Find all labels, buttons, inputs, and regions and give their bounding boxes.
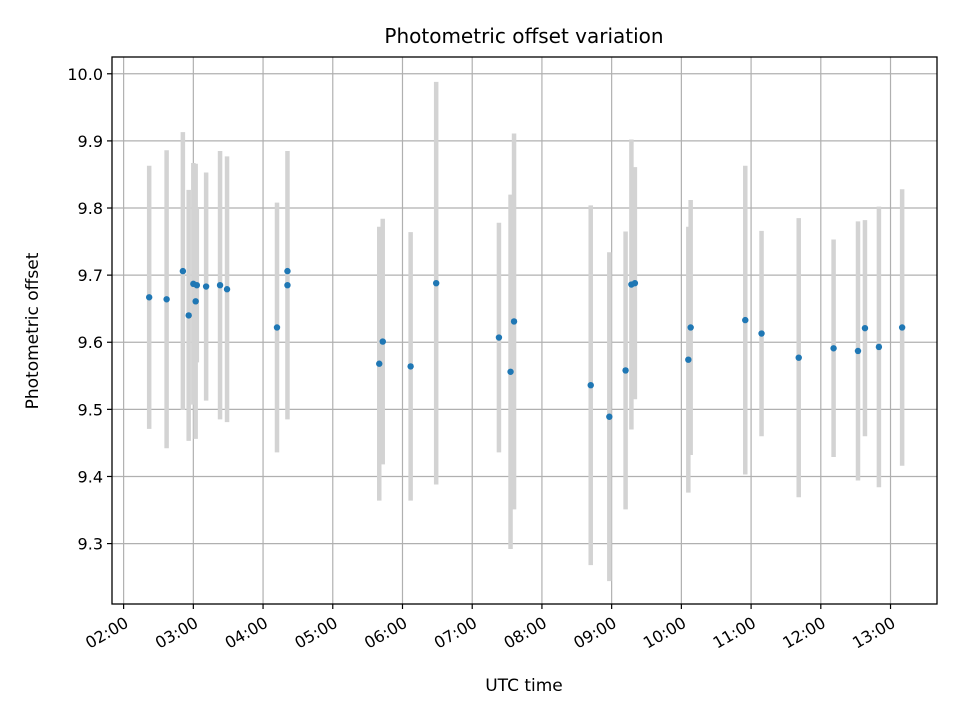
y-tick-label: 9.6: [78, 333, 103, 352]
data-point: [898, 324, 906, 331]
data-point: [606, 413, 613, 420]
data-points: [145, 267, 906, 420]
y-tick-label: 9.5: [78, 400, 103, 419]
data-point: [507, 368, 514, 375]
data-point: [587, 382, 594, 389]
data-point: [273, 324, 281, 331]
plot-frame: [111, 56, 938, 605]
data-point: [145, 294, 153, 301]
data-point: [875, 343, 883, 351]
data-point: [795, 354, 802, 361]
data-point: [631, 279, 639, 287]
data-point: [163, 296, 170, 303]
data-point: [687, 324, 694, 331]
data-point: [622, 367, 629, 374]
data-point: [495, 334, 503, 341]
data-point: [830, 345, 837, 352]
data-point: [376, 360, 383, 367]
data-point: [284, 281, 291, 289]
gridlines: [112, 57, 937, 604]
data-point: [742, 316, 749, 324]
x-axis-label: UTC time: [485, 676, 563, 696]
y-axis-ticks: 9.3 9.4 9.5 9.6 9.7 9.8 9.9 10.0: [67, 65, 112, 554]
data-point: [510, 318, 518, 325]
data-point: [185, 312, 192, 319]
data-point: [758, 330, 765, 337]
data-point: [193, 281, 201, 289]
data-point: [854, 347, 862, 355]
data-point: [179, 267, 187, 275]
y-axis-label: Photometric offset: [23, 252, 43, 409]
y-tick-label: 9.8: [78, 199, 103, 218]
y-tick-label: 10.0: [67, 65, 103, 84]
data-point: [379, 338, 386, 345]
data-point: [685, 356, 692, 363]
y-tick-label: 9.9: [78, 132, 103, 151]
data-point: [432, 279, 440, 287]
data-point: [216, 281, 224, 289]
y-tick-label: 9.4: [78, 467, 103, 486]
data-point: [192, 298, 199, 305]
y-tick-label: 9.7: [78, 266, 103, 285]
chart-title: Photometric offset variation: [384, 24, 663, 48]
y-tick-label: 9.3: [78, 535, 103, 554]
data-point: [284, 267, 291, 275]
data-point: [861, 324, 869, 332]
data-point: [407, 363, 414, 370]
data-point: [223, 286, 231, 293]
data-point: [202, 283, 210, 290]
